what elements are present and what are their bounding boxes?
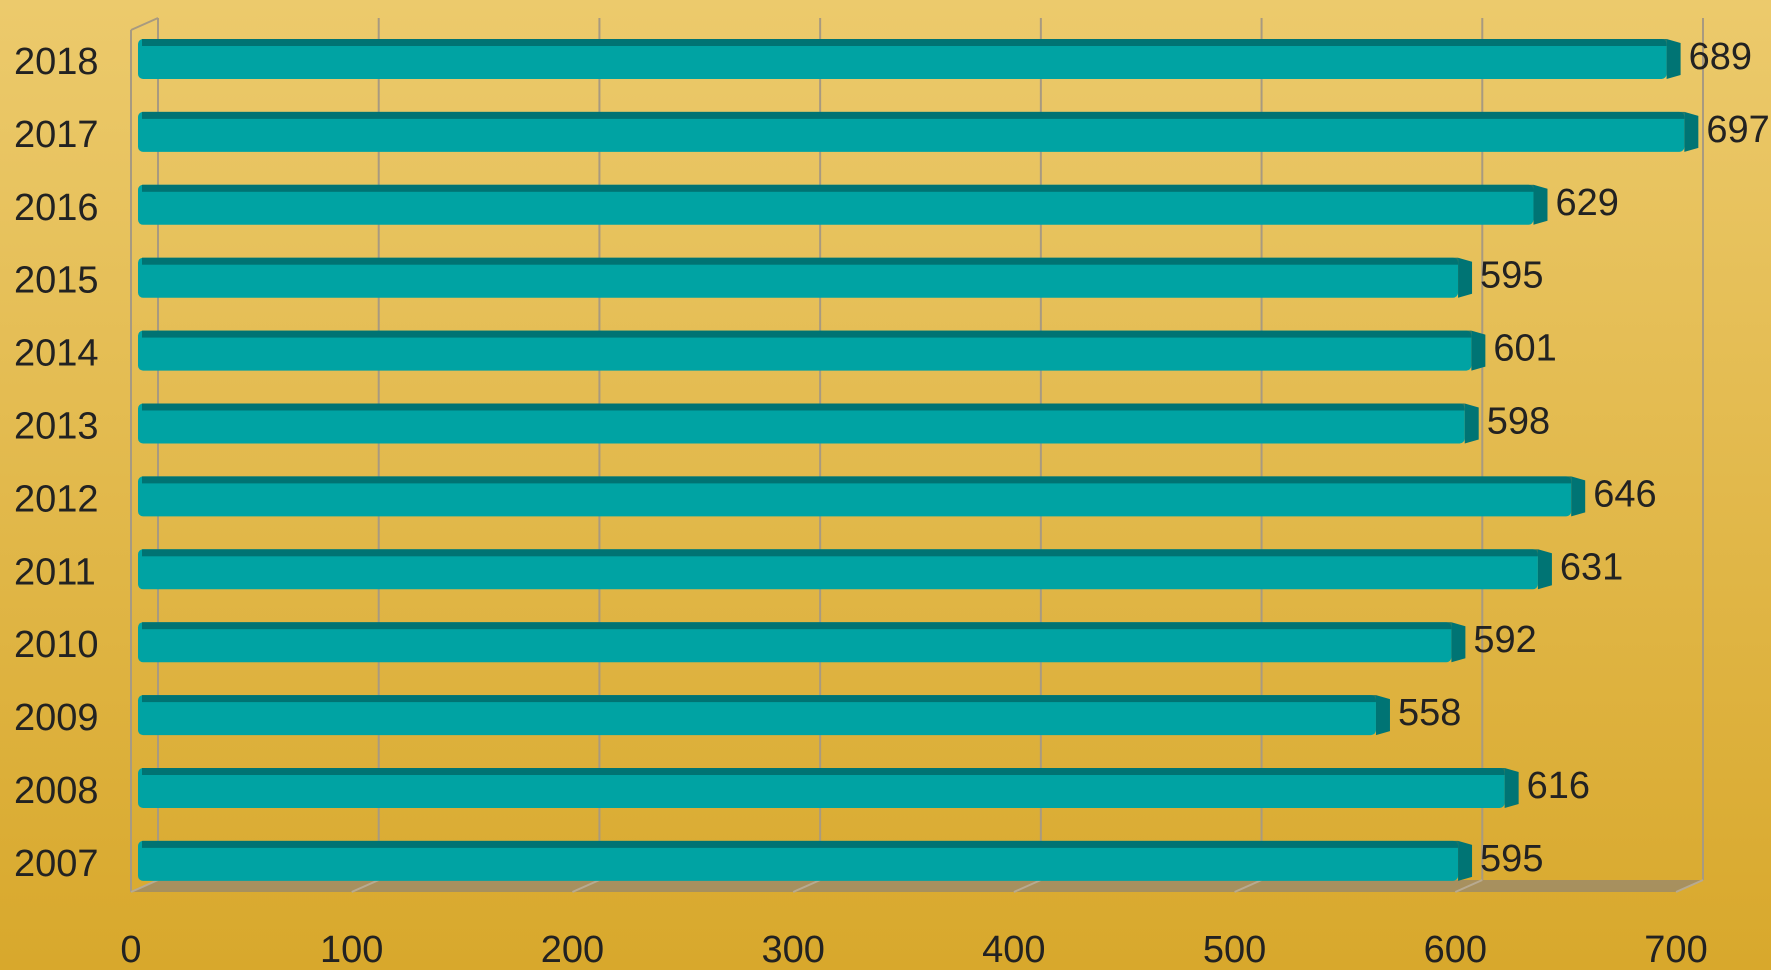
value-label: 631 xyxy=(1560,546,1623,588)
value-label: 616 xyxy=(1527,765,1590,807)
floor-tick xyxy=(130,879,159,893)
bar-cap xyxy=(1571,476,1586,517)
value-label: 592 xyxy=(1473,619,1536,661)
bar-cap xyxy=(1451,622,1466,663)
bar xyxy=(138,403,1465,444)
bar-shade xyxy=(142,840,1459,848)
x-tick-label: 300 xyxy=(761,929,824,970)
bar-cap xyxy=(1684,111,1699,152)
bar xyxy=(138,622,1452,663)
floor-tick xyxy=(351,879,380,893)
bar-shade xyxy=(142,695,1376,703)
value-label: 595 xyxy=(1480,838,1543,880)
bar-shade xyxy=(142,184,1534,192)
y-tick-label: 2016 xyxy=(14,187,99,229)
bar xyxy=(138,111,1685,152)
floor-tick xyxy=(1013,879,1042,893)
x-tick-label: 600 xyxy=(1424,929,1487,970)
bar xyxy=(138,695,1376,736)
value-label: 595 xyxy=(1480,255,1543,297)
y-tick-label: 2012 xyxy=(14,478,99,520)
bar-shade xyxy=(142,549,1538,557)
bar-shade xyxy=(142,476,1572,484)
bar-shade xyxy=(142,330,1472,338)
bar-cap xyxy=(1471,330,1486,371)
bar-cap xyxy=(1458,257,1473,298)
value-label: 558 xyxy=(1398,692,1461,734)
bar xyxy=(138,330,1472,371)
y-tick-label: 2008 xyxy=(14,770,99,812)
bar-cap xyxy=(1375,695,1390,736)
value-label: 629 xyxy=(1555,182,1618,224)
x-tick-label: 0 xyxy=(120,929,141,970)
bar-cap xyxy=(1537,549,1552,590)
bar-shade xyxy=(142,111,1685,119)
floor-tick xyxy=(572,879,600,893)
x-tick-label: 700 xyxy=(1644,929,1707,970)
bar-shade xyxy=(142,622,1452,630)
bar-cap xyxy=(1666,39,1681,79)
y-tick-label: 2015 xyxy=(14,260,99,302)
x-tick-label: 400 xyxy=(982,929,1045,970)
y-tick-label: 2017 xyxy=(14,114,99,156)
y-tick-label: 2007 xyxy=(14,843,99,885)
floor-tick xyxy=(1234,879,1262,893)
y-tick-label: 2010 xyxy=(14,624,99,666)
bar xyxy=(138,476,1572,517)
value-label: 689 xyxy=(1689,36,1752,78)
y-tick-label: 2018 xyxy=(14,41,99,83)
bar xyxy=(138,549,1538,590)
floor-tick xyxy=(1454,879,1483,893)
x-tick-label: 200 xyxy=(541,929,604,970)
bar-shade xyxy=(142,257,1459,265)
y-tick-label: 2013 xyxy=(14,406,99,448)
y-tick-label: 2014 xyxy=(14,333,99,375)
bar-shade xyxy=(142,39,1667,46)
bar-shade xyxy=(142,768,1505,775)
bar xyxy=(138,39,1667,79)
x-tick-label: 100 xyxy=(320,929,383,970)
bar-cap xyxy=(1464,403,1479,444)
bar xyxy=(138,184,1534,225)
x-tick-label: 500 xyxy=(1203,929,1266,970)
bar-cap xyxy=(1504,768,1519,808)
value-label: 601 xyxy=(1493,328,1556,370)
value-label: 697 xyxy=(1706,109,1769,151)
floor-tick xyxy=(1675,879,1704,893)
value-label: 646 xyxy=(1593,473,1656,515)
bar xyxy=(138,257,1459,298)
bar-shade xyxy=(142,403,1465,411)
bar xyxy=(138,840,1459,881)
value-label: 598 xyxy=(1487,401,1550,443)
bar-cap xyxy=(1458,840,1473,881)
axis-line xyxy=(130,17,159,31)
floor-tick xyxy=(792,879,821,893)
y-tick-label: 2009 xyxy=(14,697,99,739)
bar xyxy=(138,768,1505,808)
floor xyxy=(131,880,1703,892)
bar-cap xyxy=(1533,184,1548,225)
y-tick-label: 2011 xyxy=(14,551,96,593)
